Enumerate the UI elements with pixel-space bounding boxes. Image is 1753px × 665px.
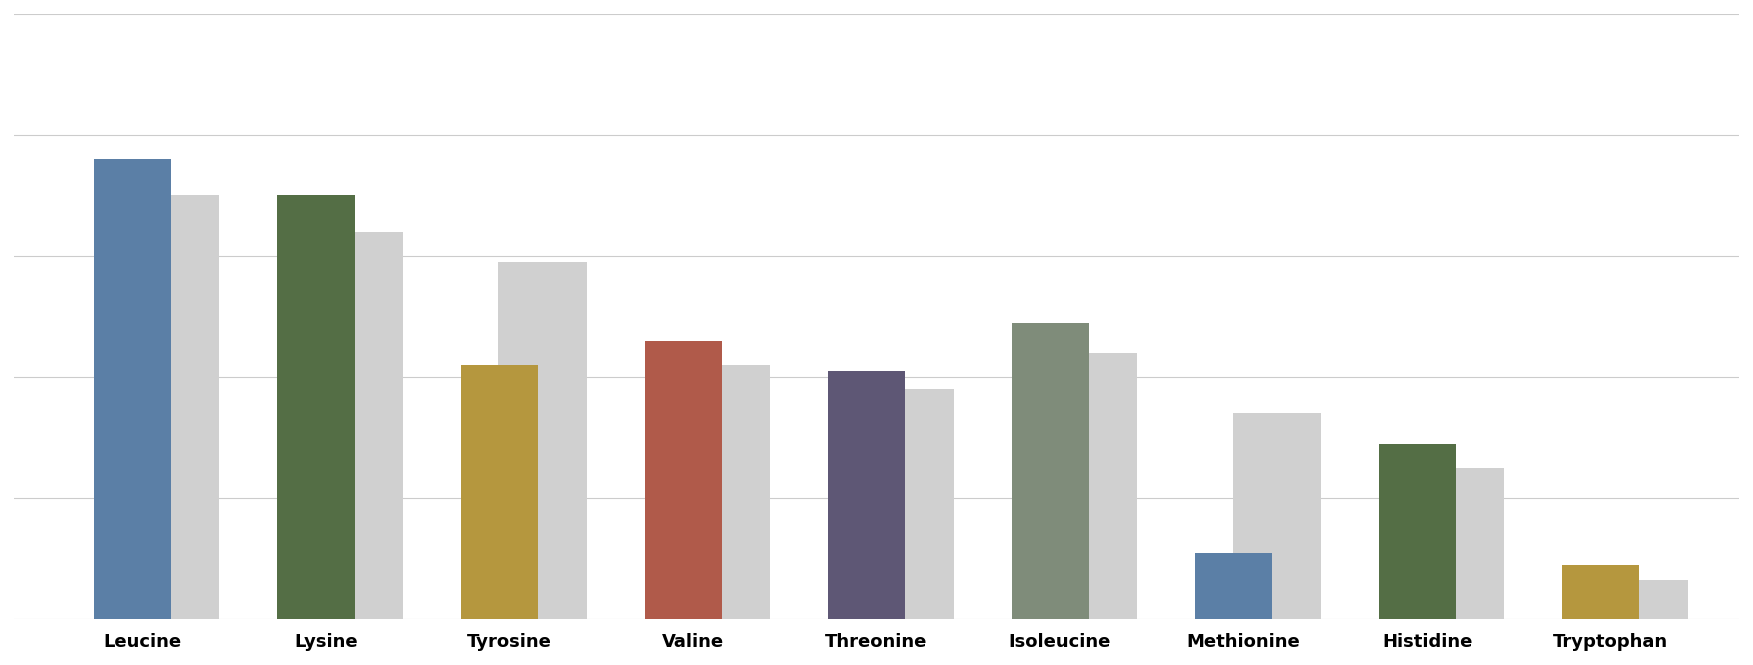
- Bar: [461, 365, 538, 619]
- Bar: [1600, 580, 1688, 619]
- Bar: [1416, 468, 1504, 619]
- Bar: [682, 365, 770, 619]
- Bar: [316, 232, 403, 619]
- Bar: [131, 196, 219, 619]
- Bar: [1232, 414, 1320, 619]
- Bar: [498, 262, 587, 619]
- Bar: [277, 196, 354, 619]
- Bar: [95, 159, 172, 619]
- Bar: [1378, 444, 1455, 619]
- Bar: [866, 389, 954, 619]
- Bar: [1048, 353, 1138, 619]
- Bar: [1562, 565, 1639, 619]
- Bar: [645, 340, 722, 619]
- Bar: [1196, 553, 1273, 619]
- Bar: [1011, 323, 1089, 619]
- Bar: [827, 371, 905, 619]
